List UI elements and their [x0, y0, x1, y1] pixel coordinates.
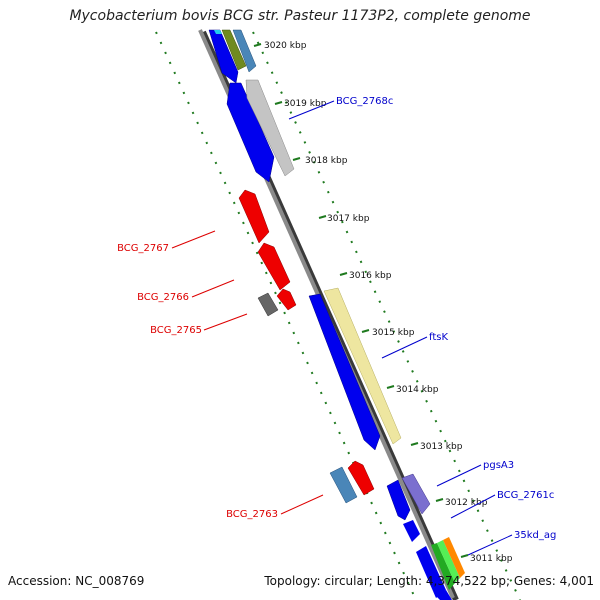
- map-title: Mycobacterium bovis BCG str. Pasteur 117…: [69, 8, 531, 24]
- forward-cds[interactable]: [436, 590, 452, 600]
- forward-cds-steel[interactable]: [232, 29, 257, 73]
- gene-label-reverse[interactable]: BCG_2766: [137, 292, 189, 303]
- forward-cds-gray[interactable]: [245, 79, 295, 177]
- scale-label: 3019 kbp: [284, 99, 327, 109]
- gene-label-reverse[interactable]: BCG_2767: [117, 243, 169, 254]
- reverse-cds-track: [238, 189, 375, 504]
- forward-cds[interactable]: [416, 546, 446, 598]
- gene-label-forward[interactable]: BCG_2768c: [336, 96, 393, 107]
- scale-label: 3018 kbp: [305, 156, 348, 166]
- scale-label: 3012 kbp: [445, 498, 488, 508]
- reverse-cds[interactable]: [238, 189, 270, 244]
- scale-label: 3017 kbp: [327, 214, 370, 224]
- scale-label: 3013 kbp: [420, 442, 463, 452]
- scale-ticks: [253, 43, 469, 558]
- gene-label-forward[interactable]: 35kd_ag: [514, 530, 556, 541]
- reverse-cds-steel[interactable]: [329, 466, 358, 504]
- forward-cds[interactable]: [308, 293, 381, 451]
- gene-label-forward[interactable]: ftsK: [429, 332, 448, 343]
- genome-summary-text: Topology: circular; Length: 4,374,522 bp…: [264, 574, 594, 588]
- scale-label: 3014 kbp: [396, 385, 439, 395]
- forward-cds[interactable]: [386, 479, 411, 521]
- reverse-cds[interactable]: [276, 288, 297, 311]
- reverse-gene-labels: BCG_2767 BCG_2766 BCG_2765 BCG_2763: [117, 230, 324, 520]
- reverse-cds[interactable]: [347, 460, 375, 496]
- forward-cds-light-green[interactable]: [437, 540, 460, 583]
- gene-label-forward[interactable]: BCG_2761c: [497, 490, 554, 501]
- forward-cds-olive[interactable]: [221, 29, 247, 71]
- gene-label-reverse[interactable]: BCG_2763: [226, 509, 278, 520]
- scale-label: 3011 kbp: [470, 554, 513, 564]
- gene-label-forward[interactable]: pgsA3: [483, 460, 514, 471]
- reverse-cds-dark[interactable]: [257, 292, 279, 317]
- gene-label-reverse[interactable]: BCG_2765: [150, 325, 202, 336]
- accession-text: Accession: NC_008769: [8, 574, 145, 588]
- forward-cds-green[interactable]: [431, 543, 455, 590]
- forward-cds[interactable]: [226, 82, 275, 183]
- scale-label: 3016 kbp: [349, 271, 392, 281]
- scale-label: 3015 kbp: [372, 328, 415, 338]
- forward-cds-lavender[interactable]: [401, 473, 431, 515]
- forward-gene-labels: BCG_2768c ftsK pgsA3 BCG_2761c 35kd_ag: [288, 96, 556, 556]
- outer-track-line: [155, 31, 417, 600]
- forward-cds-orange[interactable]: [443, 537, 465, 578]
- scale-label: 3020 kbp: [264, 41, 307, 51]
- reverse-cds[interactable]: [257, 242, 291, 291]
- forward-cds-track: [208, 29, 465, 600]
- scale-labels: 3020 kbp 3019 kbp 3018 kbp 3017 kbp 3016…: [264, 41, 513, 564]
- forward-cds-yellow[interactable]: [323, 287, 402, 445]
- forward-cds[interactable]: [403, 520, 420, 542]
- forward-cds-cyan[interactable]: [214, 30, 222, 34]
